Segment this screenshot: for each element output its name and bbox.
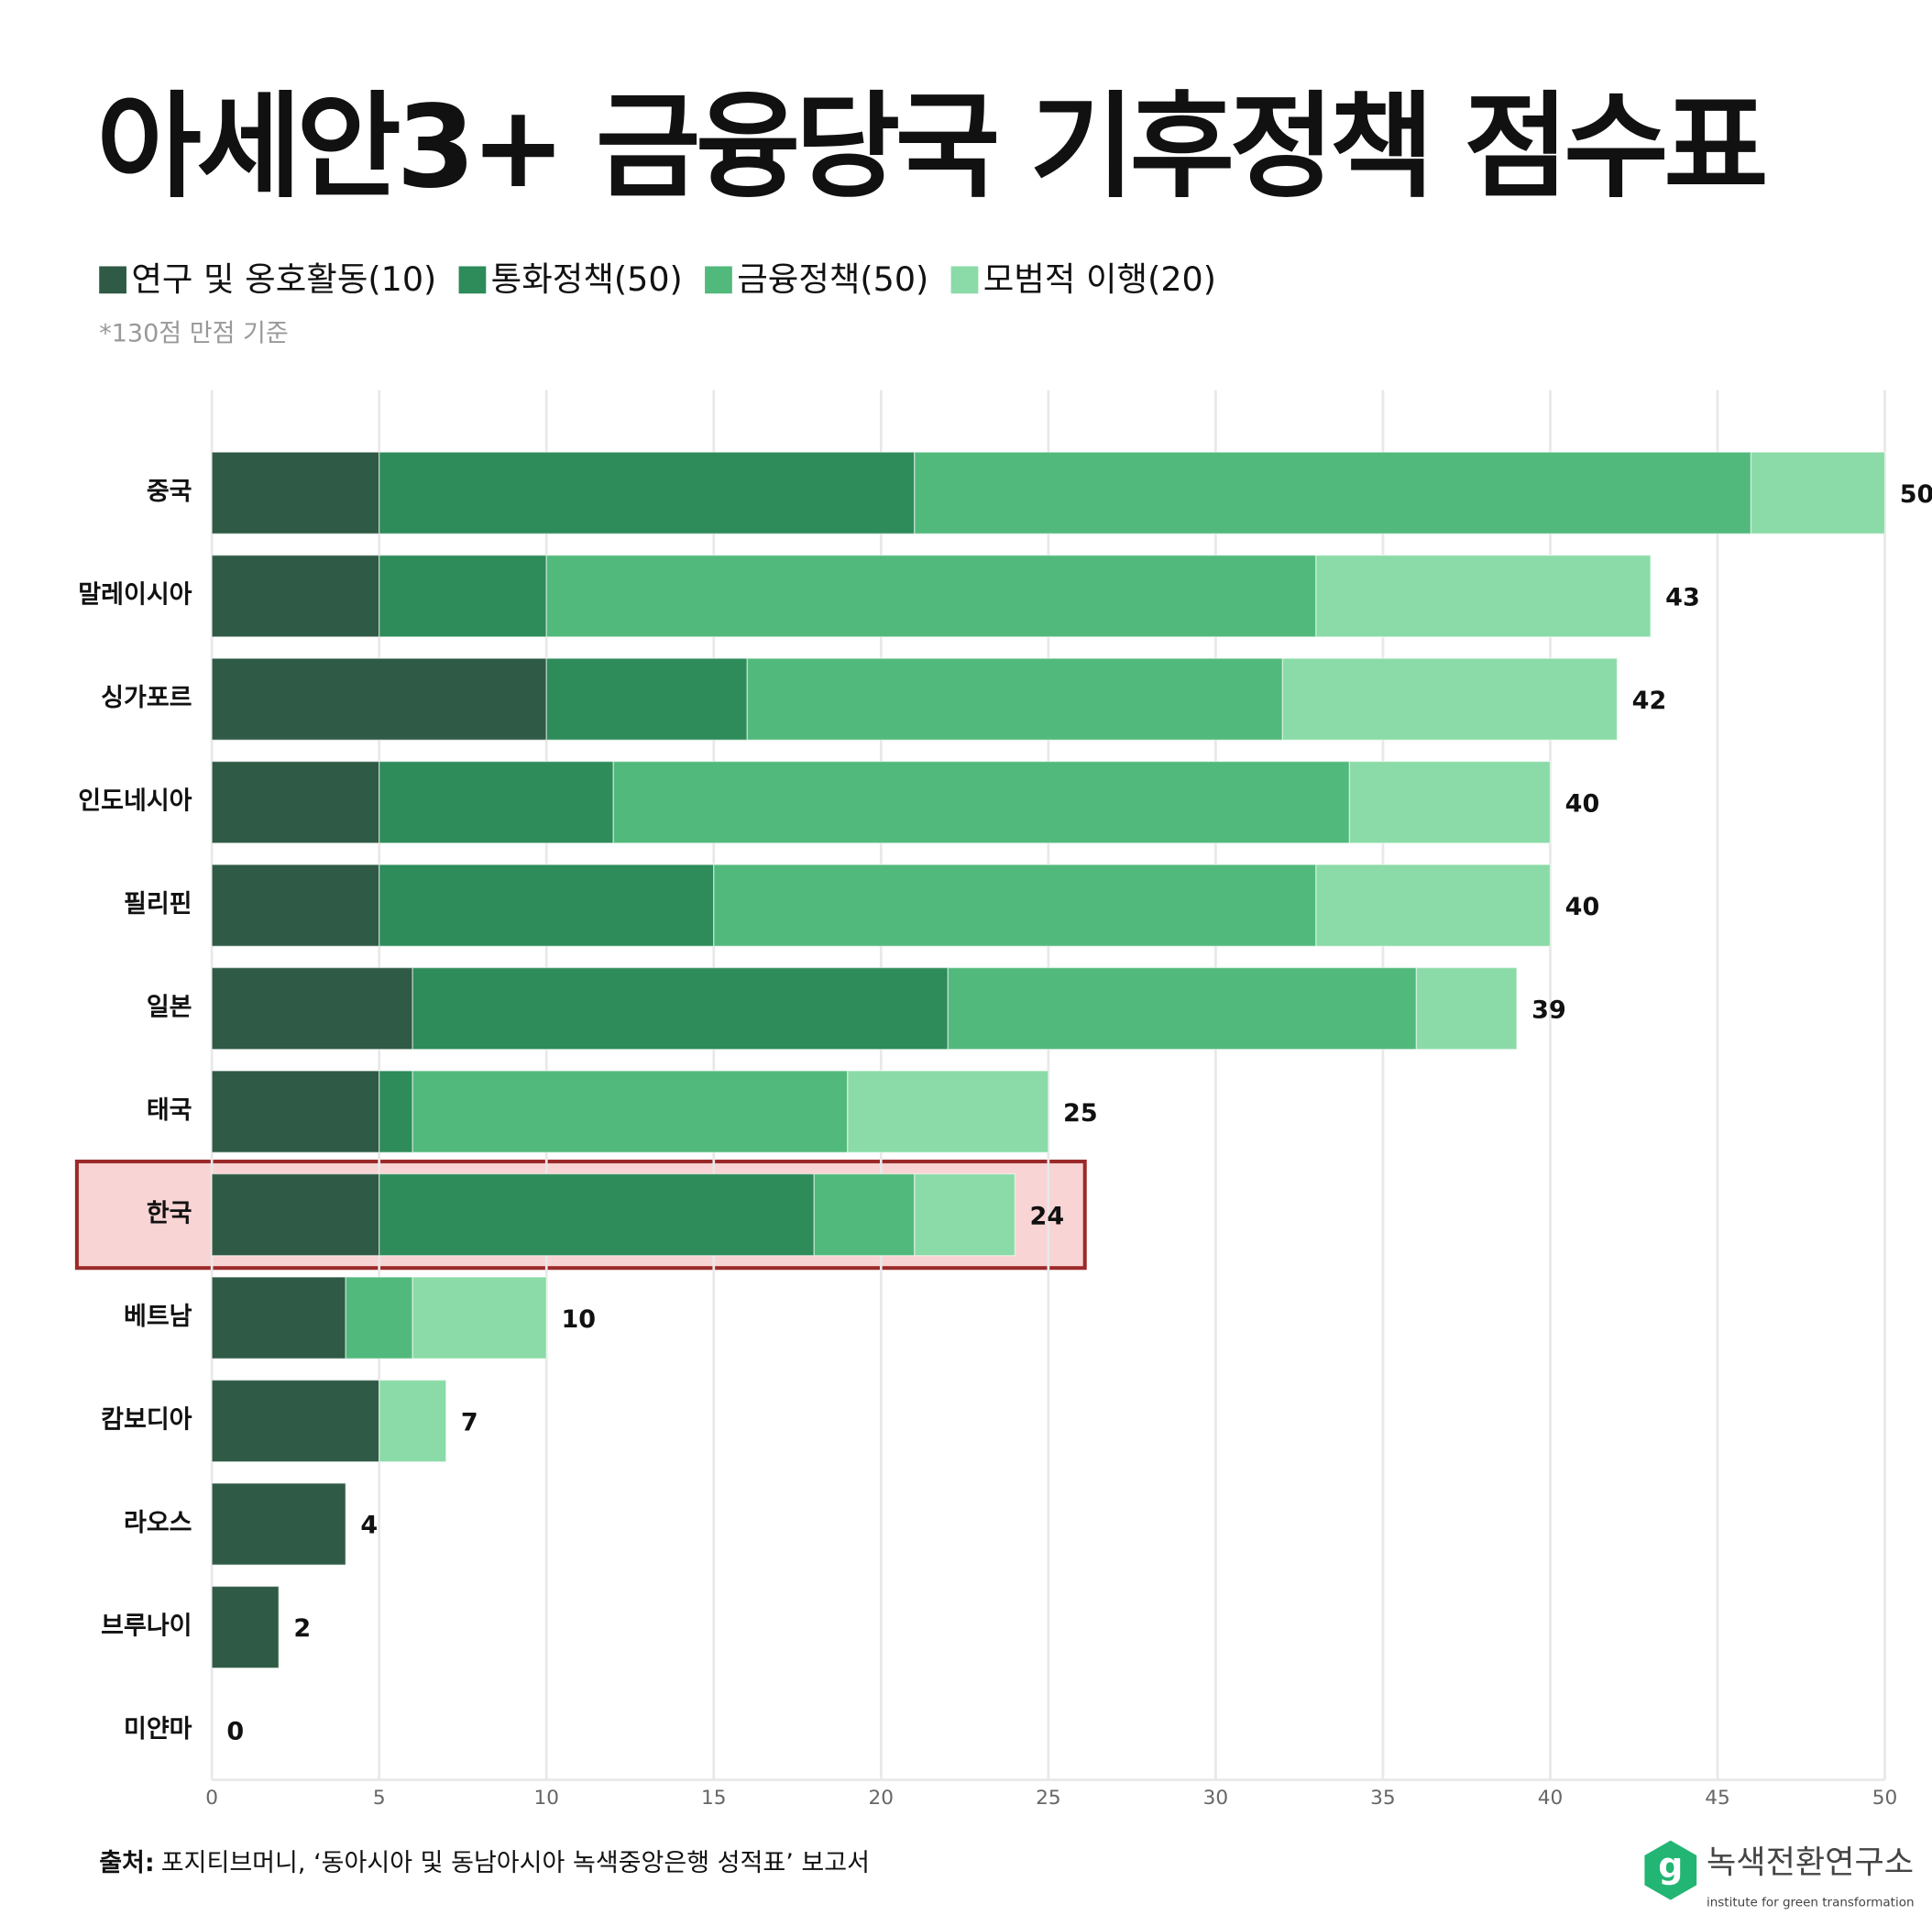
y-tick-label: 싱가포르 xyxy=(101,684,192,712)
bar-segment xyxy=(379,1172,815,1257)
bar-segment xyxy=(914,451,1752,535)
total-label: 39 xyxy=(1531,996,1566,1024)
total-label: 7 xyxy=(461,1408,478,1436)
bar-segment xyxy=(1281,657,1619,741)
bar-segment xyxy=(914,1172,1016,1257)
total-label: 42 xyxy=(1632,687,1667,715)
legend-swatch xyxy=(950,266,979,294)
legend-label: 금융정책(50) xyxy=(737,259,928,299)
total-label: 0 xyxy=(226,1718,244,1746)
bar-segment xyxy=(379,451,916,535)
y-tick-label: 브루나이 xyxy=(101,1612,192,1641)
bar-segment xyxy=(813,1172,916,1257)
x-tick-label: 30 xyxy=(1203,1787,1229,1810)
legend: 연구 및 옹호활동(10) 통화정책(50) 금융정책(50) 모범적 이행(20) xyxy=(99,259,1216,299)
bar-segment xyxy=(412,1070,849,1153)
bar-segment xyxy=(211,966,413,1051)
y-tick-label: 미얀마 xyxy=(124,1715,192,1744)
bar-segment xyxy=(379,1070,413,1153)
x-tick-label: 45 xyxy=(1705,1787,1730,1810)
chart-title: 아세안3+ 금융당국 기후정책 점수표 xyxy=(97,82,1766,214)
bar-segment xyxy=(847,1070,1049,1153)
bar-segment xyxy=(1750,451,1886,535)
bar-segment xyxy=(211,1379,380,1463)
bar-segment xyxy=(713,864,1317,947)
bar-segment xyxy=(211,1482,346,1566)
y-tick-label: 말레이시아 xyxy=(78,581,192,610)
x-tick-label: 20 xyxy=(869,1787,894,1810)
legend-label: 모범적 이행(20) xyxy=(983,259,1216,299)
y-tick-label: 베트남 xyxy=(124,1303,192,1331)
bar-segment xyxy=(379,1379,447,1463)
logo-name: 녹색전환연구소 xyxy=(1707,1843,1914,1881)
bar-segment xyxy=(211,1276,346,1359)
logo-icon xyxy=(1644,1840,1697,1900)
x-tick-label: 0 xyxy=(205,1787,218,1810)
total-label: 40 xyxy=(1565,893,1600,921)
bar-segment xyxy=(1415,966,1518,1051)
bar-segment xyxy=(412,1276,547,1359)
x-tick-label: 15 xyxy=(701,1787,727,1810)
y-tick-label: 캄보디아 xyxy=(101,1406,192,1435)
x-tick-label: 35 xyxy=(1370,1787,1396,1810)
bar-segment xyxy=(345,1276,413,1359)
total-label: 43 xyxy=(1665,583,1700,611)
bar-segment xyxy=(211,864,380,947)
bar-segment xyxy=(545,657,748,741)
bar-segment xyxy=(1315,554,1652,638)
legend-label: 연구 및 옹호활동(10) xyxy=(131,259,436,299)
total-label: 40 xyxy=(1565,789,1600,818)
bar-segment xyxy=(379,760,614,844)
bar-segment xyxy=(211,554,380,638)
x-tick-label: 5 xyxy=(373,1787,386,1810)
y-tick-label: 필리핀 xyxy=(124,890,192,919)
total-label: 25 xyxy=(1063,1099,1098,1128)
y-tick-label: 중국 xyxy=(147,478,192,506)
y-tick-label: 태국 xyxy=(147,1096,192,1125)
legend-label: 통화정책(50) xyxy=(491,259,683,299)
logo-mark: g xyxy=(1658,1845,1683,1886)
bar-segment xyxy=(211,760,380,844)
logo-tagline: institute for green transformation xyxy=(1707,1895,1915,1909)
bar-segment xyxy=(379,554,547,638)
x-tick-label: 25 xyxy=(1036,1787,1061,1810)
bar-segment xyxy=(612,760,1351,844)
x-tick-label: 10 xyxy=(533,1787,559,1810)
y-tick-label: 일본 xyxy=(147,994,192,1022)
bar-segment xyxy=(211,1070,380,1153)
bar-segment xyxy=(1315,864,1552,947)
y-tick-label: 한국 xyxy=(147,1200,192,1228)
bar-segment xyxy=(211,1585,280,1669)
bar-segment xyxy=(412,966,950,1051)
bar-segment xyxy=(1348,760,1552,844)
bar-segment xyxy=(746,657,1284,741)
total-label: 24 xyxy=(1030,1202,1065,1230)
source-label: 출처: xyxy=(99,1849,155,1877)
x-tick-label: 50 xyxy=(1872,1787,1898,1810)
bar-segment xyxy=(545,554,1317,638)
y-tick-label: 라오스 xyxy=(124,1509,192,1537)
legend-swatch xyxy=(458,266,487,294)
total-label: 10 xyxy=(561,1305,596,1334)
bar-segment xyxy=(211,451,380,535)
bar-segment xyxy=(211,657,547,741)
legend-swatch xyxy=(705,266,732,294)
note: *130점 만점 기준 xyxy=(99,319,289,347)
bar-segment xyxy=(379,864,715,947)
bar-segment xyxy=(947,966,1418,1051)
y-tick-label: 인도네시아 xyxy=(78,787,192,816)
x-tick-label: 40 xyxy=(1538,1787,1564,1810)
bar-segment xyxy=(211,1172,380,1257)
total-label: 2 xyxy=(293,1614,311,1643)
total-label: 4 xyxy=(360,1512,378,1540)
legend-swatch xyxy=(99,266,126,294)
total-label: 50 xyxy=(1900,480,1932,509)
source: 포지티브머니, ‘동아시아 및 동남아시아 녹색중앙은행 성적표’ 보고서 xyxy=(161,1849,870,1877)
